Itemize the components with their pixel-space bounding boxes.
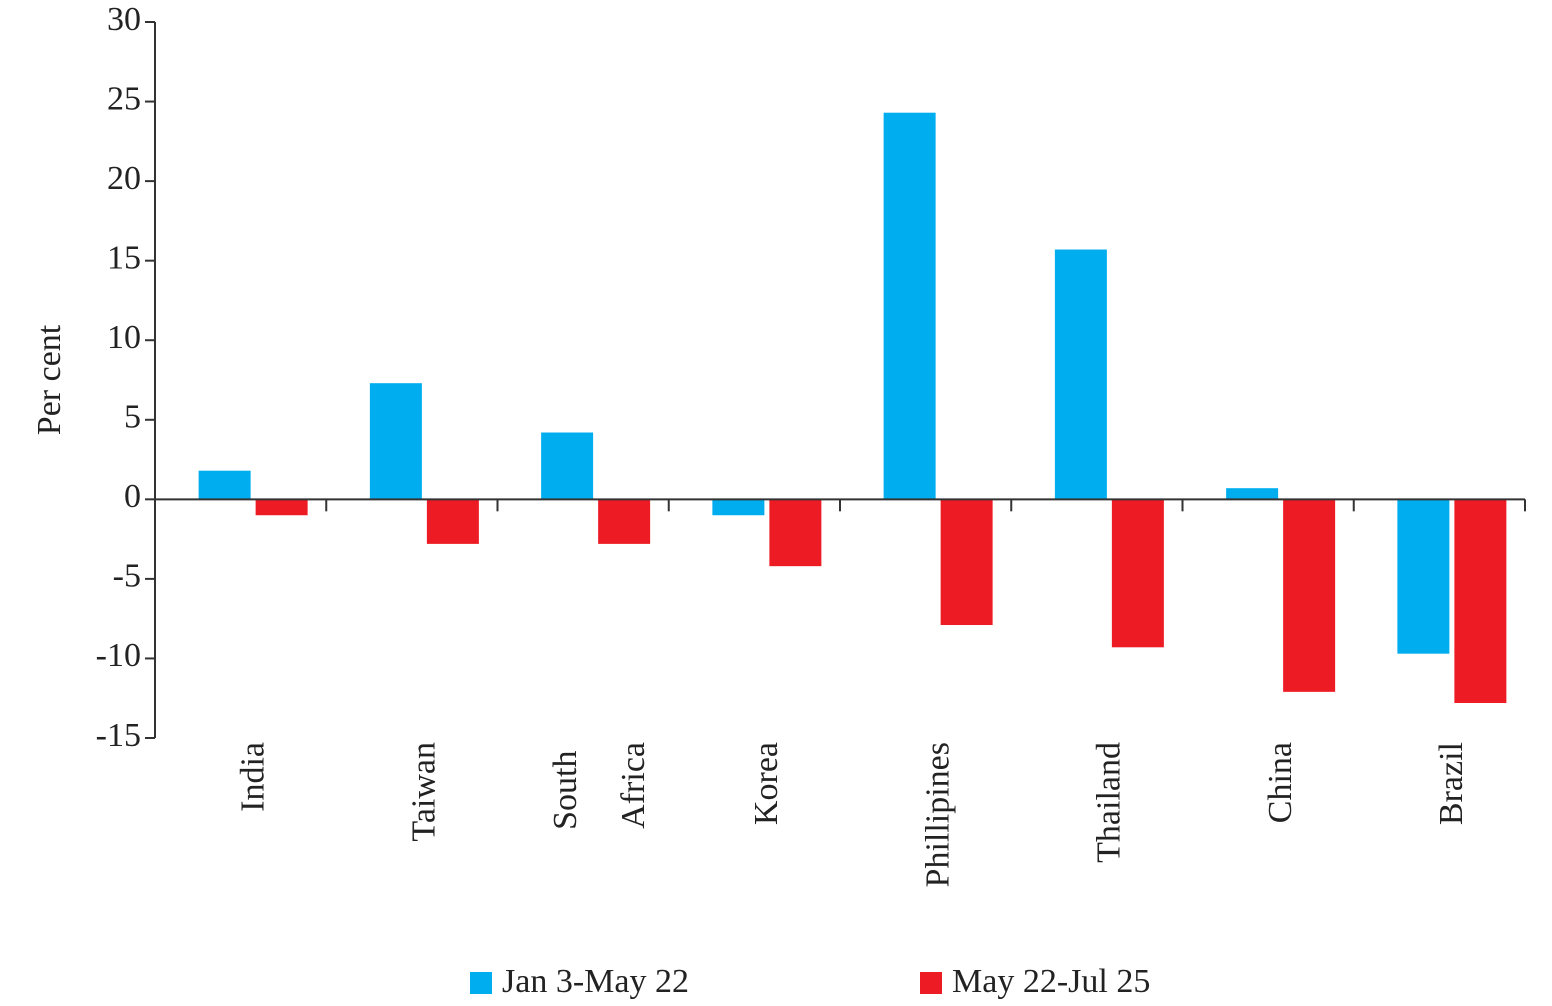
y-tick-label: 5 <box>124 399 141 436</box>
x-tick-label: China <box>1262 742 1299 823</box>
y-axis-label: Per cent <box>31 324 68 435</box>
bar <box>1397 499 1450 654</box>
legend-swatch <box>920 972 942 994</box>
bar <box>940 499 993 626</box>
bar <box>426 499 479 544</box>
x-tick-label: Thailand <box>1091 742 1128 863</box>
y-tick-label: -15 <box>96 717 141 754</box>
y-tick-label: 10 <box>107 319 141 356</box>
bar <box>712 499 765 516</box>
legend-label: May 22-Jul 25 <box>952 963 1150 1000</box>
y-tick-label: -10 <box>96 637 141 674</box>
y-tick-label: 20 <box>107 160 141 197</box>
bar <box>1283 499 1336 692</box>
bar <box>1226 488 1279 500</box>
y-tick-label: -5 <box>113 558 141 595</box>
bar <box>598 499 651 544</box>
x-tick-label: South Africa <box>547 742 652 830</box>
bar <box>1054 249 1107 500</box>
bar <box>541 432 594 500</box>
x-tick-label: Taiwan <box>406 742 443 842</box>
legend-swatch <box>470 972 492 994</box>
bar <box>883 112 936 500</box>
y-tick-label: 30 <box>107 1 141 38</box>
x-tick-label: Brazil <box>1433 742 1470 825</box>
y-tick-label: 15 <box>107 239 141 276</box>
bar <box>255 499 308 516</box>
y-tick-label: 0 <box>124 478 141 515</box>
bar <box>1111 499 1164 648</box>
x-tick-label: Korea <box>748 742 785 825</box>
bar <box>769 499 822 567</box>
bar <box>1454 499 1507 703</box>
bar <box>369 383 422 500</box>
y-tick-label: 25 <box>107 80 141 117</box>
bar <box>198 470 251 500</box>
x-tick-label: India <box>234 742 271 812</box>
legend-label: Jan 3-May 22 <box>502 963 689 1000</box>
x-tick-label: Phillipines <box>919 742 956 887</box>
